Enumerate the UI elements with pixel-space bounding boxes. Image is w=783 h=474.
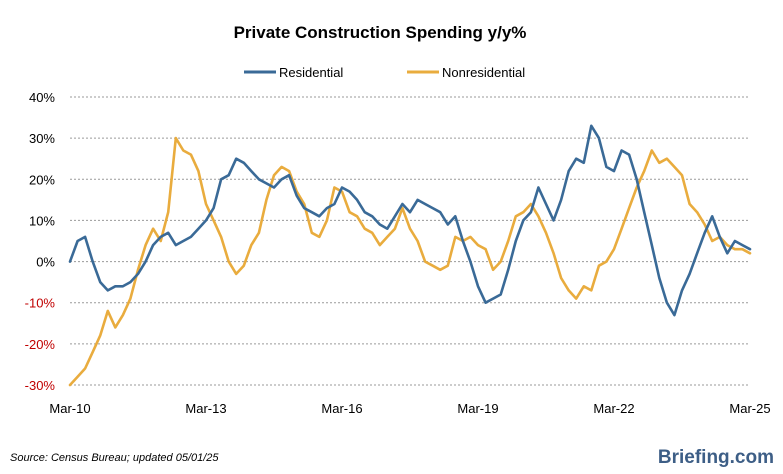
x-tick-label: Mar-16: [321, 401, 362, 416]
chart-title: Private Construction Spending y/y%: [234, 23, 527, 42]
legend-label: Nonresidential: [442, 65, 525, 80]
y-tick-label: 40%: [29, 90, 55, 105]
y-tick-label: 20%: [29, 172, 55, 187]
y-tick-label: 0%: [36, 255, 55, 270]
y-tick-label: -20%: [25, 337, 56, 352]
legend-label: Residential: [279, 65, 343, 80]
gridlines: [70, 96, 750, 386]
series-line-residential: [68, 124, 752, 317]
briefing-logo: Briefing.com: [658, 447, 774, 468]
y-axis-ticks: 40% 30% 20% 10% 0% -10% -20% -30%: [25, 90, 56, 393]
series-lines: [68, 124, 752, 387]
x-tick-label: Mar-19: [457, 401, 498, 416]
y-tick-label: -30%: [25, 378, 56, 393]
y-tick-label: 10%: [29, 213, 55, 228]
x-tick-label: Mar-25: [729, 401, 770, 416]
legend: Residential Nonresidential: [244, 65, 525, 80]
series-line-nonresidential: [68, 136, 752, 387]
x-tick-label: Mar-10: [49, 401, 90, 416]
x-tick-label: Mar-22: [593, 401, 634, 416]
y-tick-label: 30%: [29, 131, 55, 146]
source-note: Source: Census Bureau; updated 05/01/25: [10, 452, 219, 464]
x-tick-label: Mar-13: [185, 401, 226, 416]
x-axis-ticks: Mar-10 Mar-13 Mar-16 Mar-19 Mar-22 Mar-25: [49, 401, 770, 416]
y-tick-label: -10%: [25, 296, 56, 311]
